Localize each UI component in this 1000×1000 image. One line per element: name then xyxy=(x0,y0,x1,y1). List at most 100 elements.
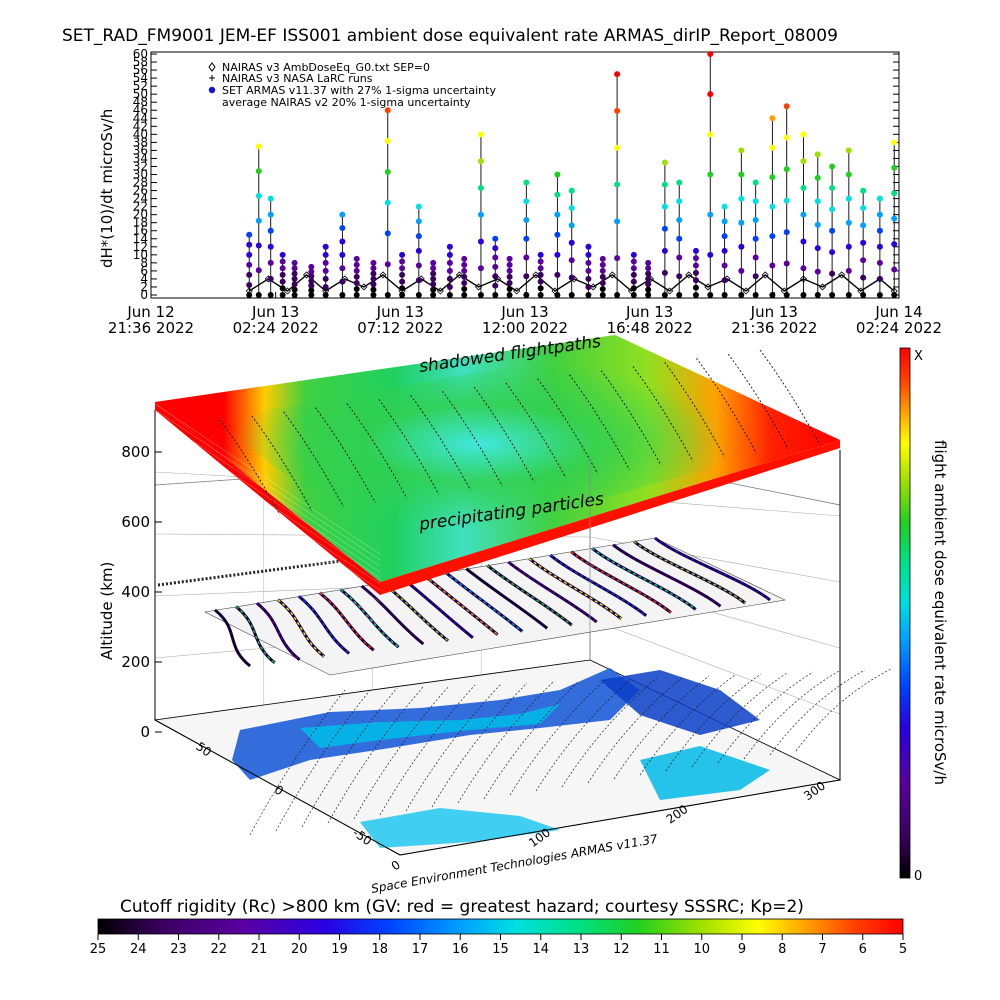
armas-point xyxy=(279,278,286,285)
armas-point xyxy=(721,203,728,210)
armas-point xyxy=(845,292,852,298)
armas-point xyxy=(537,271,544,278)
armas-point xyxy=(630,278,637,285)
rigidity-tick-label: 19 xyxy=(331,942,348,957)
armas-point xyxy=(430,275,437,282)
floor-track xyxy=(665,673,762,772)
orbit-track-color xyxy=(528,558,622,620)
slab-track xyxy=(378,399,440,495)
y-tick-label: 20 xyxy=(133,208,148,222)
slab-stripe xyxy=(154,415,381,567)
rigidity-title: Cutoff rigidity (Rc) >800 km (GV: red = … xyxy=(120,897,804,917)
armas-point xyxy=(845,147,852,154)
floor-track xyxy=(353,685,450,820)
y-tick-label: 12 xyxy=(133,240,148,254)
armas-point xyxy=(415,203,422,210)
armas-point xyxy=(384,292,391,298)
rigidity-tick-label: 14 xyxy=(532,942,549,957)
orbit-track-color xyxy=(466,568,548,629)
armas-point xyxy=(446,251,453,258)
nairas-point xyxy=(379,271,387,279)
armas-point xyxy=(506,261,513,268)
armas-point xyxy=(477,238,484,245)
y-tick-label: 14 xyxy=(133,232,148,246)
armas-point xyxy=(783,197,790,204)
armas-point xyxy=(876,259,883,266)
armas-point xyxy=(370,270,377,277)
orbit-track-color xyxy=(507,561,598,623)
armas-point xyxy=(339,225,346,232)
armas-point xyxy=(370,265,377,272)
orbit-track-color xyxy=(235,606,276,664)
x-tick-label: 02:24 2022 xyxy=(233,319,319,337)
armas-point xyxy=(461,292,468,298)
armas-point xyxy=(255,168,262,175)
armas-point xyxy=(721,218,728,225)
floor-track xyxy=(457,681,554,804)
armas-point xyxy=(492,245,499,252)
armas-point xyxy=(568,257,575,264)
armas-point xyxy=(291,259,298,266)
armas-point xyxy=(800,238,807,245)
armas-point xyxy=(661,292,668,298)
slab-flightpaths xyxy=(219,349,821,516)
armas-point xyxy=(645,281,652,288)
armas-point xyxy=(353,267,360,274)
floor-flightpaths xyxy=(249,668,892,836)
rigidity-tick-label: 10 xyxy=(693,942,710,957)
slab-front xyxy=(380,440,840,595)
armas-point xyxy=(430,259,437,266)
nairas-point xyxy=(761,271,769,279)
orbit-track-color xyxy=(382,582,449,642)
armas-point xyxy=(661,269,668,276)
armas-point xyxy=(537,251,544,258)
armas-point xyxy=(783,166,790,173)
armas-point xyxy=(676,235,683,242)
nairas-point xyxy=(608,271,616,279)
armas-point xyxy=(267,243,274,250)
armas-point xyxy=(308,282,315,289)
armas-point xyxy=(585,292,592,298)
armas-point xyxy=(279,292,286,298)
rigidity-tick-label: 20 xyxy=(291,942,308,957)
armas-point xyxy=(845,219,852,226)
rigidity-tick-label: 23 xyxy=(170,942,187,957)
x-tick-label: Jun 14 xyxy=(874,303,922,321)
nairas-point xyxy=(360,283,368,291)
colorbar-bottom-label: 0 xyxy=(914,869,922,884)
armas-point xyxy=(661,225,668,232)
armas-point xyxy=(752,198,759,205)
armas-point xyxy=(676,254,683,261)
orbit-track-color xyxy=(298,595,350,654)
armas-point xyxy=(769,203,776,210)
armas-point xyxy=(814,245,821,252)
colorbar-gradient xyxy=(899,347,911,879)
armas-point xyxy=(399,251,406,258)
x-tick-label: Jun 13 xyxy=(251,303,299,321)
armas-point xyxy=(384,138,391,145)
armas-point xyxy=(585,251,592,258)
armas-point xyxy=(339,265,346,272)
armas-point xyxy=(860,239,867,246)
armas-point xyxy=(537,278,544,285)
armas-point xyxy=(661,203,668,210)
y-tick-label: 48 xyxy=(133,95,148,109)
armas-point xyxy=(721,292,728,298)
y-tick-label: 10 xyxy=(133,248,148,262)
armas-point xyxy=(415,292,422,298)
orbit-flightpaths xyxy=(214,536,771,668)
nairas-point xyxy=(436,287,444,295)
slab-track xyxy=(727,353,789,450)
armas-point xyxy=(415,247,422,254)
armas-point xyxy=(523,179,530,186)
floor-track xyxy=(405,683,502,812)
y-tick-label: 26 xyxy=(133,184,148,198)
orbit-track-color xyxy=(277,599,325,658)
armas-point xyxy=(492,263,499,270)
armas-point xyxy=(322,275,329,282)
armas-point xyxy=(814,268,821,275)
legend-diamond-icon xyxy=(208,62,216,72)
armas-point xyxy=(506,285,513,292)
armas-point xyxy=(752,292,759,298)
